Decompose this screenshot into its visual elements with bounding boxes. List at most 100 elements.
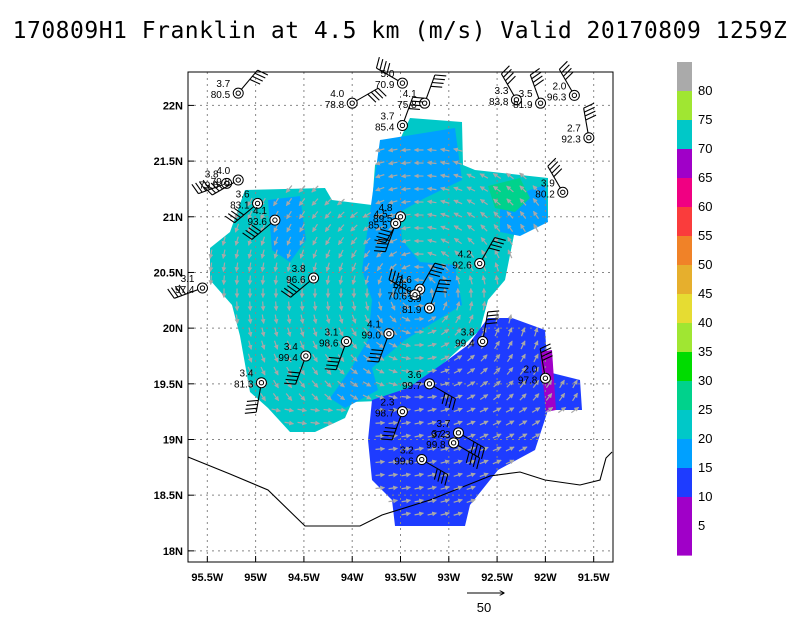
station-ring-outer	[196, 282, 208, 294]
wind-vector	[467, 249, 475, 258]
wind-vector	[388, 472, 399, 478]
wind-vector	[388, 342, 398, 348]
wind-barb-feather	[376, 235, 388, 240]
wind-vector	[520, 353, 526, 363]
wind-vector	[440, 381, 450, 387]
colorbar-segment	[677, 149, 692, 179]
wind-vector	[466, 199, 476, 205]
colorbar: 5 10 15 20 25 30 35 40 45 50 55 60 65 70 75 80	[677, 62, 712, 556]
station-ring-inner	[412, 292, 418, 298]
wind-vector	[286, 327, 292, 337]
wind-vector	[492, 173, 502, 179]
wind-vector	[247, 340, 253, 350]
wind-vector	[505, 172, 514, 180]
wind-barb-feather	[445, 394, 450, 406]
colorbar-segment	[677, 323, 692, 353]
wind-barb-feather	[395, 272, 400, 284]
station-ring-outer	[535, 97, 547, 109]
wind-vector	[234, 262, 240, 273]
wind-vector	[453, 173, 463, 179]
wind-vector	[375, 394, 385, 400]
station-ring-outer	[346, 97, 358, 109]
colorbar-segment	[677, 62, 692, 92]
wind-barb-feather	[505, 72, 514, 82]
observation-top-value: 3.4	[240, 369, 254, 380]
wind-vector	[453, 199, 463, 205]
wind-vector	[337, 380, 345, 388]
wind-vector	[506, 367, 514, 375]
station-ring-inner	[586, 135, 592, 141]
wind-vector	[286, 210, 292, 220]
wind-vector	[297, 420, 308, 426]
wind-vector	[286, 262, 292, 272]
wind-vector	[388, 420, 399, 426]
colorbar-label: 50	[698, 257, 712, 272]
wind-vector	[260, 262, 266, 273]
wind-barb-feather	[191, 183, 199, 194]
wind-barb-feather	[280, 290, 291, 298]
wind-vector	[299, 262, 305, 272]
observation-bottom-value: 93.6	[247, 217, 267, 228]
observation-bottom-value: 75.8	[397, 100, 417, 111]
observation: 4.079.8	[203, 166, 244, 196]
wind-vector	[401, 420, 412, 426]
wind-vector	[260, 353, 266, 363]
wind-barb-feather	[433, 468, 438, 480]
observation-top-value: 3.2	[432, 429, 446, 440]
wind-vector	[440, 433, 450, 439]
wind-vector	[323, 420, 334, 426]
wind-vector	[376, 263, 384, 272]
wind-barb-feather	[326, 364, 338, 367]
wind-vector	[273, 379, 279, 389]
wind-vector	[324, 353, 332, 363]
wind-vector	[453, 355, 463, 361]
wind-barb-feather	[252, 75, 263, 82]
wind-barb-feather	[375, 56, 380, 69]
station-ring-inner	[455, 430, 462, 436]
wind-barb-feather	[490, 243, 502, 248]
wind-vector	[247, 314, 253, 325]
wind-barb-feather	[434, 262, 446, 267]
observation-top-value: 4.1	[403, 89, 417, 100]
observation: 3.980.2	[535, 157, 569, 200]
wind-vector	[338, 262, 344, 272]
wind-vector	[427, 485, 437, 491]
wind-vector	[479, 433, 489, 439]
reference-vector: 50	[467, 593, 504, 615]
colorbar-label: 30	[698, 373, 712, 388]
observation: 4.292.6	[452, 237, 506, 272]
wind-vector	[273, 327, 279, 337]
wind-vector	[247, 366, 253, 376]
wind-barb-feather	[374, 89, 384, 99]
flight-observations: 3.780.5 4.078.85.070.94.175.83.785.43.383…	[167, 56, 597, 486]
station-ring-inner	[399, 122, 406, 129]
wind-vectors	[208, 147, 580, 517]
wind-vector	[351, 249, 357, 259]
wind-vector	[520, 223, 526, 233]
observation: 3.499.4	[278, 342, 312, 385]
wind-vector	[518, 407, 528, 413]
observation: 3.981.9	[402, 279, 452, 316]
wind-vector	[363, 328, 371, 337]
wind-vector	[455, 275, 461, 285]
wind-vector	[388, 199, 398, 205]
wind-vector	[234, 275, 240, 286]
station-ring-inner	[479, 338, 486, 345]
wind-vector	[273, 275, 279, 286]
station-ring-outer	[300, 350, 312, 362]
wind-vector	[492, 446, 502, 452]
wind-vector	[492, 420, 502, 426]
observation-top-value: 4.1	[367, 320, 381, 331]
observation-top-value: 2.3	[381, 398, 395, 409]
wind-vector	[284, 420, 295, 426]
wind-vector	[505, 420, 515, 426]
wind-vector	[467, 341, 475, 349]
station-ring-inner	[235, 177, 241, 183]
wind-vector	[247, 379, 253, 389]
wind-vector	[414, 446, 424, 452]
wind-barb-feather	[375, 246, 387, 249]
wind-vector	[312, 340, 318, 350]
wind-vector	[388, 186, 398, 192]
observation-top-value: 3.6	[236, 189, 250, 200]
observation: 3.683.1	[224, 189, 264, 224]
